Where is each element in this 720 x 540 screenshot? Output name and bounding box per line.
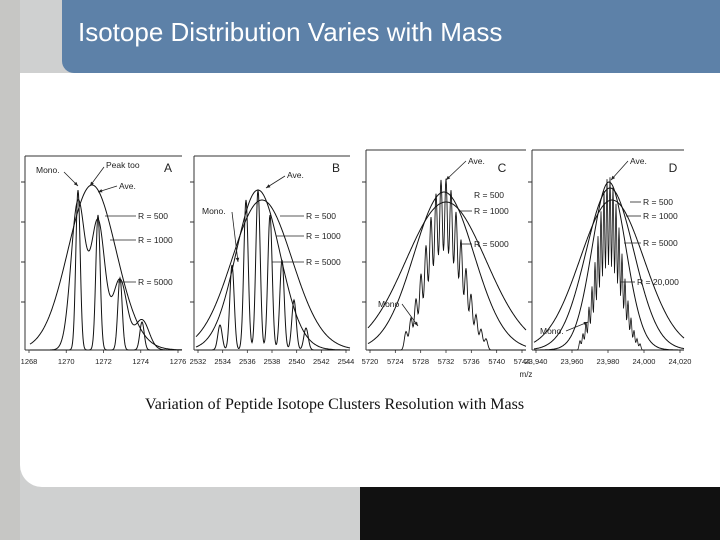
panel-c-r1000-label: R = 1000: [474, 206, 509, 216]
left-margin-band: [0, 0, 20, 540]
panel-b-envelope-r500: [195, 199, 351, 349]
panel-c-ave-arrow-head: [446, 175, 451, 180]
panel-d-tick-label: 24,000: [633, 357, 656, 366]
panel-a-curves: [29, 184, 183, 351]
panel-b-tick-label: 2540: [288, 357, 305, 366]
panel-b-mono-label: Mono.: [202, 206, 226, 216]
panel-b-ave-arrow-head: [266, 184, 271, 188]
panel-c-tick-label: 5728: [412, 357, 429, 366]
panel-b-mono-arrow: [231, 211, 239, 263]
panel-c-tick-label: 5740: [488, 357, 505, 366]
panel-a-tick-label: 1272: [95, 357, 112, 366]
panel-d-r20000-label: R = 20,000: [637, 277, 679, 287]
panel-b-mono-arrow-head: [235, 257, 240, 262]
panel-a-envelope-r500: [29, 184, 183, 351]
panel-d-envelope-r5000: [534, 181, 684, 351]
footer-dark-block: [360, 487, 720, 540]
panel-d-envelope-r1000: [534, 187, 685, 350]
panel-b-r500-label: R = 500: [306, 211, 336, 221]
panel-a-r1000-label: R = 1000: [138, 235, 173, 245]
panel-c-mono-arrow-head: [414, 321, 418, 326]
panel-d-r1000-label: R = 1000: [643, 211, 678, 221]
panel-c-mono-arrow: [401, 303, 419, 327]
panel-c-mono-label: Mono: [378, 299, 400, 309]
panel-c-tick-label: 5724: [387, 357, 404, 366]
panel-c-r500-label: R = 500: [474, 190, 504, 200]
panel-a-r5000-label: R = 5000: [138, 277, 173, 287]
panel-a-tick-label: 1268: [21, 357, 38, 366]
panel-d-r500-label: R = 500: [643, 197, 673, 207]
panel-c-trace-r5000: [368, 178, 526, 351]
panel-c-tick-label: 5744: [514, 357, 531, 366]
panel-a-r500-label: R = 500: [138, 211, 168, 221]
panel-b-r1000-label: R = 1000: [306, 231, 341, 241]
panel-a-trace-r5000: [30, 189, 182, 351]
panel-d-tick-label: 24,020: [669, 357, 692, 366]
panel-b-tick-label: 2532: [190, 357, 207, 366]
panel-b-envelope-r1000: [195, 189, 350, 351]
panel-a-tick-label: 1276: [170, 357, 187, 366]
figure-caption: Variation of Peptide Isotope Clusters Re…: [145, 396, 525, 413]
panel-b-trace-r5000: [196, 189, 350, 351]
panel-c-ave-arrow: [445, 160, 467, 181]
panel-b-r5000-label: R = 5000: [306, 257, 341, 267]
panel-c-ave-label: Ave.: [468, 156, 485, 166]
panel-d-ave-arrow: [610, 160, 629, 181]
panel-c-r5000-label: R = 5000: [474, 239, 509, 249]
panel-c-tick-label: 5720: [362, 357, 379, 366]
panel-a-tick-label: 1270: [58, 357, 75, 366]
panel-b-ave-label: Ave.: [287, 170, 304, 180]
panel-a-ave-arrow-head: [98, 189, 103, 193]
panel-d-mono-label: Mono.: [540, 326, 564, 336]
panel-d-trace-r20000: [534, 177, 684, 351]
panel-d-mono-arrow-head: [583, 321, 588, 326]
panel-c-tick-label: 5732: [438, 357, 455, 366]
panel-d-letter: D: [669, 161, 678, 175]
panel-a-ave-label: Ave.: [119, 181, 136, 191]
panel-b-tick-label: 2534: [214, 357, 231, 366]
panel-b-letter: B: [332, 161, 340, 175]
panel-b-tick-label: 2544: [338, 357, 355, 366]
panel-b-curves: [195, 189, 351, 351]
panel-a-peak-arrow-head: [90, 181, 94, 186]
panel-d-ave-label: Ave.: [630, 156, 647, 166]
panel-a-letter: A: [164, 161, 172, 175]
panel-a-peak-label: Peak too: [106, 160, 140, 170]
panel-d-tick-label: 23,980: [597, 357, 620, 366]
panel-a-mono-arrow-head: [73, 181, 78, 186]
panel-b-tick-label: 2536: [239, 357, 256, 366]
title-bar: [62, 0, 720, 73]
x-axis-unit: m/z: [520, 370, 533, 379]
slide-title: Isotope Distribution Varies with Mass: [78, 17, 503, 47]
figure-annotations: A 1268 1270 1272 1274 1276 B 2532 2534 2536 2538 25…: [21, 156, 692, 379]
panel-d-ave-arrow-head: [611, 175, 616, 180]
panel-d-curves: [533, 177, 685, 351]
isotope-curves: [29, 177, 685, 351]
panel-d-r5000-label: R = 5000: [643, 238, 678, 248]
panel-d-tick-label: 23,960: [561, 357, 584, 366]
panel-b-tick-label: 2542: [313, 357, 330, 366]
panel-c-tick-label: 5736: [463, 357, 480, 366]
slide-content-panel: [20, 73, 720, 487]
panel-b-tick-label: 2538: [264, 357, 281, 366]
panel-a-tick-label: 1274: [132, 357, 149, 366]
panel-a-trace-r1000: [30, 199, 182, 351]
panel-d-tick-label: 23,940: [525, 357, 548, 366]
panel-c-letter: C: [498, 161, 507, 175]
panel-a-mono-label: Mono.: [36, 165, 60, 175]
panel-c-curves: [367, 178, 527, 351]
panel-d-envelope-r500: [533, 199, 685, 343]
